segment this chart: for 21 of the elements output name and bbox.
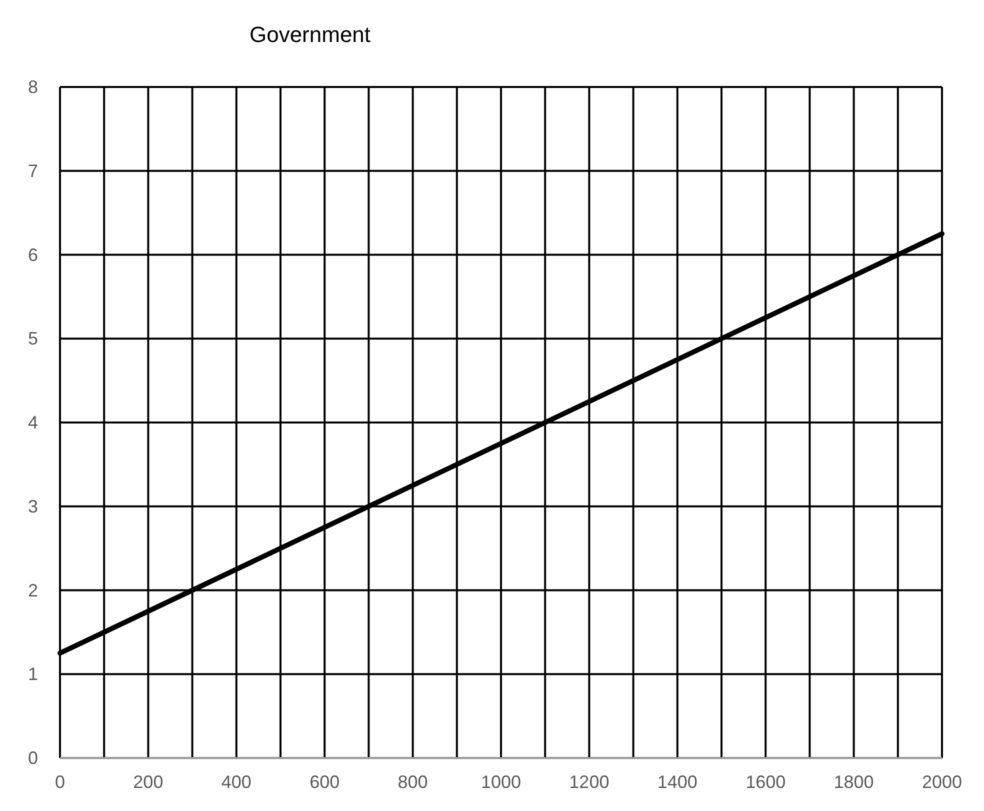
y-tick-label: 0 — [28, 748, 38, 768]
y-tick-label: 6 — [28, 244, 38, 265]
x-tick-label: 400 — [221, 772, 252, 792]
x-tick-label: 1600 — [746, 772, 786, 792]
x-tick-label: 2000 — [922, 772, 962, 792]
y-tick-label: 4 — [28, 412, 38, 432]
y-tick-label: 2 — [28, 580, 38, 600]
y-tick-label: 7 — [28, 160, 38, 181]
x-tick-label: 1400 — [657, 772, 698, 792]
y-tick-label: 1 — [28, 664, 38, 684]
x-tick-label: 1800 — [834, 772, 874, 792]
y-tick-label: 3 — [28, 496, 38, 516]
x-tick-label: 200 — [133, 772, 164, 792]
y-tick-label: 5 — [28, 328, 38, 349]
x-tick-label: 800 — [398, 772, 428, 792]
x-tick-label: 600 — [310, 772, 340, 792]
chart-title: Government — [249, 22, 371, 47]
x-tick-label: 0 — [54, 772, 66, 792]
x-tick-label: 1200 — [569, 772, 610, 792]
x-tick-label: 1000 — [480, 772, 522, 792]
y-tick-label: 8 — [28, 77, 38, 97]
